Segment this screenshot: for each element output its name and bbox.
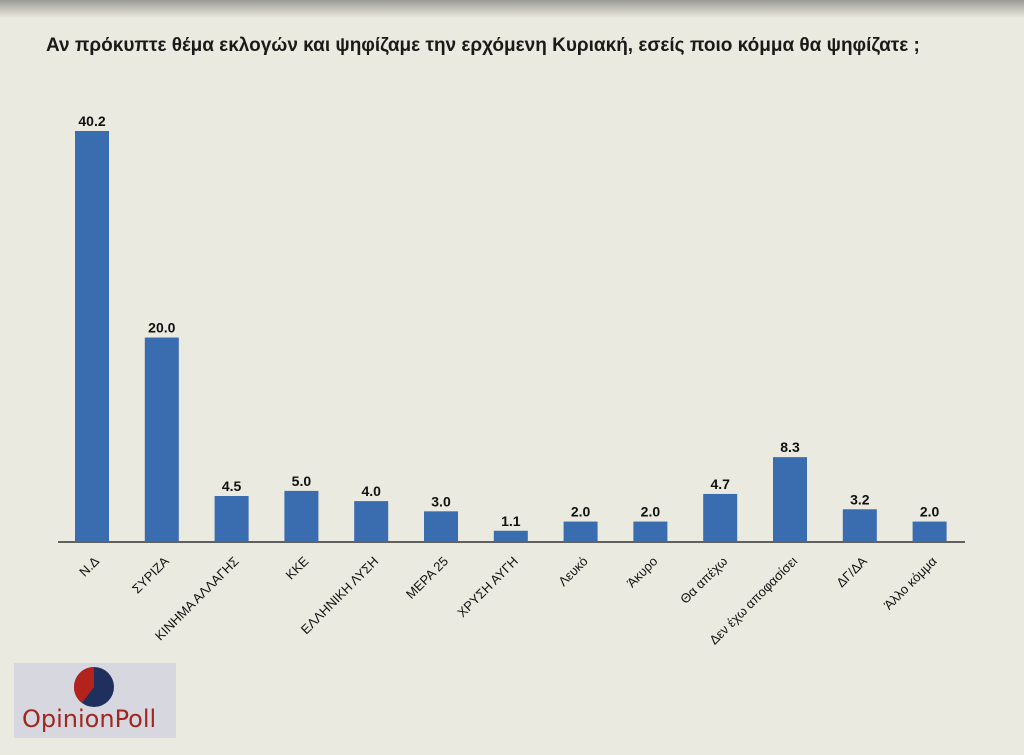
bar: [424, 511, 458, 542]
data-label: 5.0: [292, 473, 312, 489]
logo-emblem-icon: [74, 667, 114, 707]
data-label: 2.0: [571, 504, 591, 520]
bar: [703, 493, 738, 542]
category-label: ΔΓ/ΔΑ: [833, 553, 870, 590]
category-label: ΚΚΕ: [283, 553, 312, 582]
bar: [493, 530, 528, 542]
data-label: 2.0: [641, 504, 661, 520]
top-shadow: [0, 0, 1024, 18]
category-label: Θα απέχω: [677, 554, 730, 607]
bar: [773, 457, 807, 542]
data-label: 8.3: [780, 439, 800, 455]
category-label: ΕΛΛΗΝΙΚΗ ΛΥΣΗ: [298, 554, 382, 638]
chart-title: Αν πρόκυπτε θέμα εκλογών και ψηφίζαμε τη…: [46, 35, 920, 56]
bar: [214, 495, 249, 542]
bar: [354, 501, 389, 542]
logo-text: OpinionPoll: [22, 705, 157, 733]
data-label: 3.0: [431, 493, 451, 509]
data-label: 4.5: [222, 478, 242, 494]
data-label: 2.0: [920, 504, 940, 520]
bar: [144, 337, 179, 542]
data-label: 4.0: [361, 483, 381, 499]
category-label: Άκυρο: [624, 554, 661, 591]
category-label: Ν.Δ: [76, 553, 102, 579]
bar: [284, 490, 319, 542]
data-label: 40.2: [78, 113, 105, 129]
bar: [75, 131, 109, 542]
data-label: 1.1: [501, 513, 521, 529]
data-label: 20.0: [148, 320, 175, 336]
category-label: Άλλο κόμμα: [881, 553, 940, 612]
bar: [563, 521, 598, 542]
category-label: Λευκό: [555, 554, 590, 589]
category-label: ΜΕΡΑ 25: [403, 554, 451, 602]
opinionpoll-logo: OpinionPoll: [14, 663, 176, 738]
bar: [633, 521, 668, 542]
data-label: 4.7: [710, 476, 730, 492]
bar: [912, 521, 947, 542]
category-label: ΣΥΡΙΖΑ: [129, 553, 172, 596]
data-label: 3.2: [850, 491, 870, 507]
category-label: ΧΡΥΣΗ ΑΥΓΗ: [454, 554, 521, 621]
bar: [842, 509, 877, 542]
